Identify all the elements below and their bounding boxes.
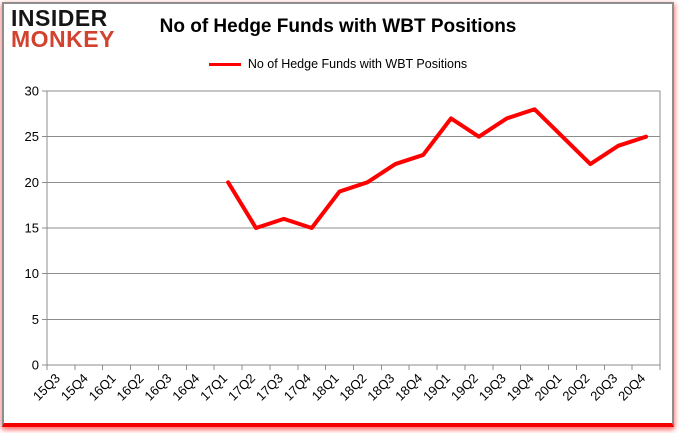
insider-monkey-logo: INSIDER MONKEY: [11, 5, 115, 53]
x-axis-label-15Q3: 15Q3: [30, 371, 63, 404]
x-axis-label-20Q2: 20Q2: [559, 371, 592, 404]
x-axis-label-18Q2: 18Q2: [336, 371, 369, 404]
chart-card: INSIDER MONKEY No of Hedge Funds with WB…: [2, 2, 674, 427]
y-axis-label-30: 30: [25, 84, 39, 99]
y-axis-label-5: 5: [32, 312, 39, 327]
x-axis-label-19Q4: 19Q4: [504, 371, 537, 404]
y-axis-label-15: 15: [25, 221, 39, 236]
y-axis-label-25: 25: [25, 129, 39, 144]
x-axis-label-19Q2: 19Q2: [448, 371, 481, 404]
x-axis-label-19Q1: 19Q1: [420, 371, 453, 404]
hedge-fund-positions-line-series: [226, 107, 649, 230]
logo-text-monkey: MONKEY: [11, 26, 115, 53]
y-axis-label-20: 20: [25, 175, 39, 190]
chart-title: No of Hedge Funds with WBT Positions: [159, 16, 517, 37]
legend-label: No of Hedge Funds with WBT Positions: [247, 57, 468, 71]
x-axis-label-20Q1: 20Q1: [531, 371, 564, 404]
y-axis-label-0: 0: [32, 358, 39, 373]
line-chart-canvas: 0 5 10 15 20 25 30 15Q315Q416Q116Q216Q316Q417Q1…: [25, 84, 661, 404]
x-axis-label-16Q4: 16Q4: [169, 371, 202, 404]
x-axis-label-17Q3: 17Q3: [253, 371, 286, 404]
logo-text-insider: INSIDER: [11, 5, 108, 31]
x-axis-label-19Q3: 19Q3: [476, 371, 509, 404]
x-axis-label-17Q2: 17Q2: [225, 371, 258, 404]
x-axis-label-20Q3: 20Q3: [587, 371, 620, 404]
x-axis-label-18Q1: 18Q1: [309, 371, 342, 404]
x-axis-label-17Q1: 17Q1: [197, 371, 230, 404]
legend-line-swatch: [208, 62, 241, 66]
y-axis-label-10: 10: [25, 266, 39, 281]
x-axis-label-15Q4: 15Q4: [58, 371, 91, 404]
legend: No of Hedge Funds with WBT Positions: [4, 57, 672, 71]
x-axis-label-20Q4: 20Q4: [615, 371, 648, 404]
x-axis-label-16Q2: 16Q2: [114, 371, 147, 404]
x-axis-label-17Q4: 17Q4: [281, 371, 314, 404]
x-axis-label-16Q3: 16Q3: [141, 371, 174, 404]
x-axis-label-16Q1: 16Q1: [86, 371, 119, 404]
x-axis-label-18Q3: 18Q3: [364, 371, 397, 404]
x-axis-label-18Q4: 18Q4: [392, 371, 425, 404]
